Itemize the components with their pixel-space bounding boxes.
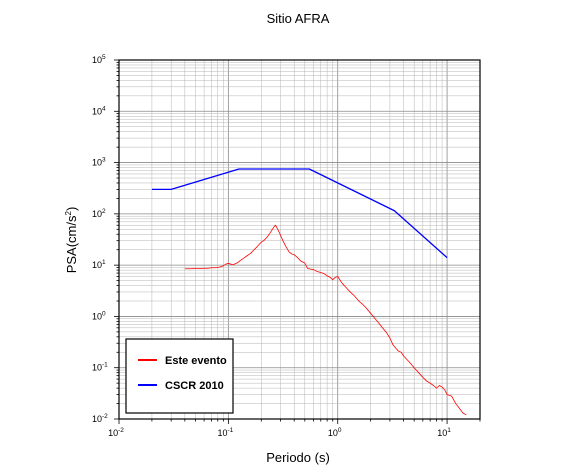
chart-title: Sitio AFRA	[267, 11, 330, 26]
y-tick-label: 10	[92, 209, 102, 219]
y-axis-label-exponent: 2	[64, 211, 73, 216]
y-axis-label-base: PSA(cm/s	[64, 215, 79, 273]
x-tick-label-base: 10	[217, 428, 227, 438]
y-tick-label-base: 10	[92, 311, 102, 321]
y-tick-label-exponent: 0	[102, 310, 106, 317]
y-tick-label: 10	[92, 414, 102, 424]
grid-lines	[118, 59, 481, 420]
x-tick-label-exponent: 1	[447, 427, 451, 434]
x-tick-labels: 10-2 10-1 100 101	[108, 427, 451, 438]
y-tick-label-exponent: 3	[102, 157, 106, 164]
x-axis-label: Periodo (s)	[266, 450, 330, 465]
axis-ticks	[114, 59, 481, 424]
y-tick-label-base: 10	[92, 209, 102, 219]
series-line-cscr-2010	[151, 168, 448, 259]
y-tick-label-base: 10	[92, 260, 102, 270]
plot-frame	[118, 59, 481, 420]
y-tick-label: 10	[92, 311, 102, 321]
y-tick-label-exponent: -1	[102, 362, 108, 369]
y-tick-label-exponent: 2	[102, 208, 106, 215]
legend-label-este-evento: Este evento	[165, 355, 227, 367]
x-tick-label-exponent: 0	[338, 427, 342, 434]
y-tick-label-base: 10	[92, 414, 102, 424]
y-tick-label-base: 10	[92, 363, 102, 373]
x-tick-label-exponent: -2	[118, 427, 124, 434]
x-tick-label-exponent: -1	[227, 427, 233, 434]
y-tick-label: 10	[92, 106, 102, 116]
y-tick-label-base: 10	[92, 158, 102, 168]
y-tick-label-exponent: 5	[102, 54, 106, 61]
x-tick-label-base: 10	[328, 428, 338, 438]
y-tick-label: 10	[92, 158, 102, 168]
series-layer	[151, 168, 467, 416]
y-axis-label-close: )	[64, 207, 79, 211]
x-tick-label: 100	[328, 427, 342, 438]
y-tick-label-exponent: 4	[102, 105, 106, 112]
y-tick-label-base: 10	[92, 55, 102, 65]
legend-label-cscr-2010: CSCR 2010	[165, 380, 224, 392]
y-axis-label: PSA(cm/s2)	[64, 207, 79, 274]
x-tick-label: 101	[437, 427, 451, 438]
y-tick-label-exponent: 1	[102, 259, 106, 266]
y-tick-label-base: 10	[92, 106, 102, 116]
x-tick-label: 10-1	[217, 427, 233, 438]
y-tick-label: 10	[92, 260, 102, 270]
legend-box	[125, 338, 234, 414]
x-tick-label: 10-2	[108, 427, 124, 438]
y-tick-label-exponent: -2	[102, 413, 108, 420]
x-tick-label-base: 10	[437, 428, 447, 438]
y-tick-label: 10	[92, 363, 102, 373]
series-line-este-evento	[184, 224, 467, 416]
x-tick-label-base: 10	[108, 428, 118, 438]
legend: Este evento CSCR 2010	[125, 338, 234, 414]
y-tick-label: 10	[92, 55, 102, 65]
